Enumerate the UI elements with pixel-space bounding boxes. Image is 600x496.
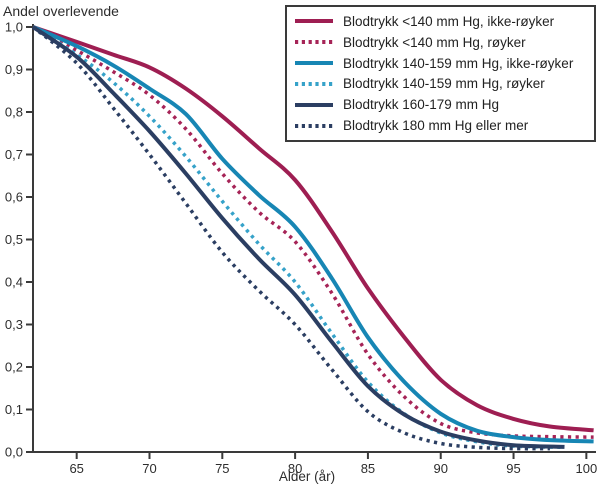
x-tick-label: 65 <box>69 461 83 476</box>
legend-label: Blodtrykk 160-179 mm Hg <box>343 97 500 113</box>
legend-label: Blodtrykk <140 mm Hg, røyker <box>343 34 526 50</box>
y-tick-label: 0,5 <box>5 232 23 247</box>
y-tick-label: 0,2 <box>5 360 23 375</box>
legend-line-sample <box>295 61 333 66</box>
x-tick-label: 90 <box>433 461 447 476</box>
legend-label: Blodtrykk 140-159 mm Hg, ikke-røyker <box>343 55 574 71</box>
y-axis-title: Andel overlevende <box>3 3 119 19</box>
legend-label: Blodtrykk <140 mm Hg, ikke-røyker <box>343 13 555 29</box>
y-tick-label: 0,6 <box>5 190 23 205</box>
x-tick-label: 70 <box>142 461 156 476</box>
y-tick-label: 0,1 <box>5 402 23 417</box>
curve-4 <box>31 25 565 449</box>
legend-line-sample <box>295 81 333 86</box>
x-tick-label: 95 <box>506 461 520 476</box>
curve-2 <box>32 25 594 444</box>
legend-item: Blodtrykk 140-159 mm Hg, røyker <box>294 76 588 91</box>
legend-item: Blodtrykk 160-179 mm Hg <box>294 97 588 112</box>
y-tick-label: 1,0 <box>5 20 23 35</box>
y-tick-label: 0,3 <box>5 317 23 332</box>
y-tick-label: 0,9 <box>5 62 23 77</box>
legend-line-sample <box>295 40 333 45</box>
legend-item: Blodtrykk 180 mm Hg eller mer <box>294 118 588 133</box>
x-tick-label: 100 <box>575 461 597 476</box>
x-tick-label: 80 <box>288 461 302 476</box>
legend-line-sample <box>295 102 333 107</box>
y-tick-label: 0,7 <box>5 147 23 162</box>
legend: Blodtrykk <140 mm Hg, ikke-røyker Blodtry… <box>285 5 596 142</box>
legend-label: Blodtrykk 140-159 mm Hg, røyker <box>343 76 545 92</box>
legend-item: Blodtrykk <140 mm Hg, røyker <box>294 35 588 50</box>
legend-item: Blodtrykk 140-159 mm Hg, ikke-røyker <box>294 56 588 71</box>
y-tick-label: 0,0 <box>5 445 23 460</box>
x-tick-label: 75 <box>215 461 229 476</box>
legend-label: Blodtrykk 180 mm Hg eller mer <box>343 118 529 134</box>
y-tick-label: 0,4 <box>5 275 23 290</box>
legend-line-sample <box>295 123 333 128</box>
y-tick-label: 0,8 <box>5 105 23 120</box>
legend-line-sample <box>295 19 333 24</box>
legend-item: Blodtrykk <140 mm Hg, ikke-røyker <box>294 14 588 29</box>
curve-0 <box>32 25 594 433</box>
x-tick-label: 85 <box>361 461 375 476</box>
x-axis-label: Alder (år) <box>278 469 336 484</box>
curve-5 <box>31 25 550 451</box>
